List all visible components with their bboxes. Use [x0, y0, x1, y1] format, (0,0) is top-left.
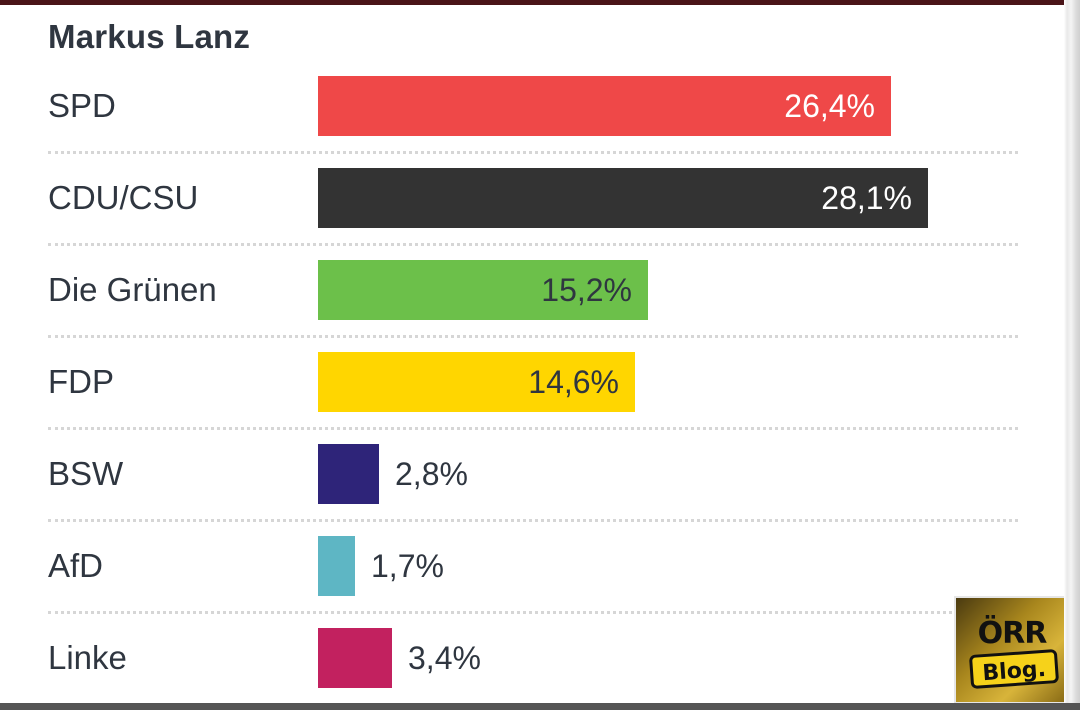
row-divider — [48, 151, 1018, 154]
data-label: 1,7% — [371, 548, 444, 584]
category-label: AfD — [48, 547, 104, 584]
row-divider — [48, 427, 1018, 430]
chart-row: FDP 14,6% — [0, 352, 1064, 444]
chart-row: Die Grünen 15,2% — [0, 260, 1064, 352]
chart-row: SPD 26,4% — [0, 76, 1064, 168]
top-border-strip — [0, 0, 1080, 5]
bar — [318, 536, 355, 596]
data-label: 14,6% — [528, 364, 619, 400]
orr-blog-logo: ÖRR Blog. — [954, 596, 1066, 704]
data-label: 3,4% — [408, 640, 481, 676]
row-divider — [48, 335, 1018, 338]
bar-chart: Markus Lanz SPD 26,4% CDU/CSU 28,1% Die Grün… — [0, 18, 1064, 688]
category-label: CDU/CSU — [48, 179, 199, 216]
bar — [318, 628, 392, 688]
category-label: Linke — [48, 639, 127, 676]
chart-title: Markus Lanz — [48, 18, 251, 55]
chart-row: Linke 3,4% — [0, 628, 1064, 720]
window-edge-shadow — [1064, 0, 1080, 710]
logo-top-text: ÖRR — [977, 616, 1048, 651]
chart-row: AfD 1,7% — [0, 536, 1064, 628]
data-label: 2,8% — [395, 456, 468, 492]
data-label: 28,1% — [821, 180, 912, 216]
bar — [318, 352, 635, 412]
row-divider — [48, 611, 1018, 614]
bar — [318, 444, 379, 504]
bar — [318, 76, 891, 136]
category-label: FDP — [48, 363, 114, 400]
bottom-border-strip — [0, 703, 1080, 710]
category-label: Die Grünen — [48, 271, 217, 308]
row-divider — [48, 519, 1018, 522]
category-label: BSW — [48, 455, 124, 492]
chart-row: BSW 2,8% — [0, 444, 1064, 536]
row-divider — [48, 243, 1018, 246]
data-label: 26,4% — [784, 88, 875, 124]
bar — [318, 168, 928, 228]
chart-row: CDU/CSU 28,1% — [0, 168, 1064, 260]
logo-bottom-text: Blog. — [968, 648, 1060, 690]
bar — [318, 260, 648, 320]
category-label: SPD — [48, 87, 116, 124]
data-label: 15,2% — [541, 272, 632, 308]
